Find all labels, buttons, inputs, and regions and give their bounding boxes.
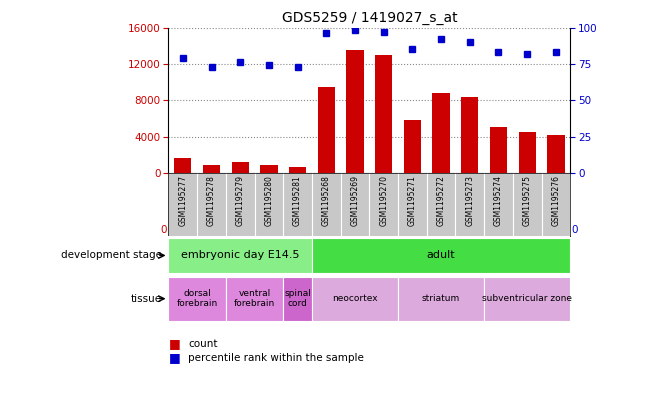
Text: dorsal
forebrain: dorsal forebrain — [176, 289, 218, 309]
Bar — [168, 238, 312, 273]
Text: development stage: development stage — [61, 250, 162, 261]
Bar — [203, 165, 220, 173]
Text: ■: ■ — [168, 337, 180, 351]
Text: ■: ■ — [168, 351, 180, 364]
Text: 0: 0 — [161, 224, 167, 235]
Bar — [318, 86, 335, 173]
Text: GSM1195277: GSM1195277 — [178, 175, 187, 226]
Bar — [404, 120, 421, 173]
Text: embryonic day E14.5: embryonic day E14.5 — [181, 250, 299, 260]
Text: GSM1195270: GSM1195270 — [379, 175, 388, 226]
Bar — [432, 93, 450, 173]
Text: 0: 0 — [572, 224, 578, 235]
Bar — [548, 135, 564, 173]
Text: ventral
forebrain: ventral forebrain — [234, 289, 275, 309]
Text: GSM1195271: GSM1195271 — [408, 175, 417, 226]
Bar — [375, 55, 392, 173]
Text: GSM1195272: GSM1195272 — [437, 175, 446, 226]
Bar — [283, 277, 312, 321]
Bar — [226, 277, 283, 321]
Text: count: count — [188, 339, 218, 349]
Text: percentile rank within the sample: percentile rank within the sample — [188, 353, 364, 363]
Text: GSM1195281: GSM1195281 — [293, 175, 302, 226]
Text: subventricular zone: subventricular zone — [482, 294, 572, 303]
Bar — [518, 132, 536, 173]
Bar — [490, 127, 507, 173]
Text: GSM1195278: GSM1195278 — [207, 175, 216, 226]
Text: GSM1195275: GSM1195275 — [523, 175, 532, 226]
Bar — [231, 162, 249, 173]
Text: GSM1195273: GSM1195273 — [465, 175, 474, 226]
Text: striatum: striatum — [422, 294, 460, 303]
Text: GSM1195274: GSM1195274 — [494, 175, 503, 226]
Text: neocortex: neocortex — [332, 294, 378, 303]
Text: spinal
cord: spinal cord — [284, 289, 311, 309]
Bar — [347, 50, 364, 173]
Bar — [461, 97, 478, 173]
Text: adult: adult — [427, 250, 456, 260]
Text: GSM1195280: GSM1195280 — [264, 175, 273, 226]
Bar — [260, 165, 277, 173]
Title: GDS5259 / 1419027_s_at: GDS5259 / 1419027_s_at — [281, 11, 457, 25]
Bar — [174, 158, 191, 173]
Bar — [312, 277, 398, 321]
Text: GSM1195276: GSM1195276 — [551, 175, 561, 226]
Text: GSM1195269: GSM1195269 — [351, 175, 360, 226]
Bar — [398, 277, 484, 321]
Text: GSM1195279: GSM1195279 — [236, 175, 245, 226]
Bar — [168, 277, 226, 321]
Text: GSM1195268: GSM1195268 — [322, 175, 331, 226]
Bar — [289, 167, 307, 173]
Bar — [484, 277, 570, 321]
Bar — [312, 238, 570, 273]
Text: tissue: tissue — [131, 294, 162, 304]
